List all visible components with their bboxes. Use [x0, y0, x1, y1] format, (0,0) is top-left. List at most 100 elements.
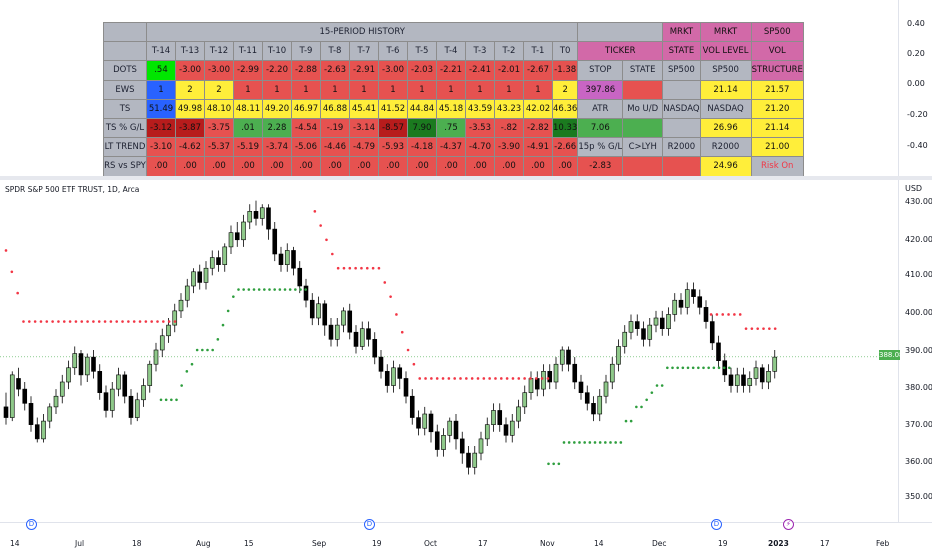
- summary-cell: [662, 156, 701, 177]
- candle: [678, 293, 684, 315]
- indicator-price-axis[interactable]: 0.40 0.20 0.00 -0.20 -0.40: [898, 0, 932, 176]
- upper-stop-dot: [744, 327, 748, 330]
- lower-stop-dot: [206, 348, 209, 352]
- history-cell: 49.20: [262, 98, 292, 119]
- column-header: T-7: [349, 41, 379, 62]
- history-cell: 48.10: [204, 98, 234, 119]
- column-header: T-9: [291, 41, 321, 62]
- history-cell: -4.37: [436, 137, 466, 158]
- lower-stop-dot: [650, 391, 654, 394]
- history-cell: -2.03: [407, 60, 437, 81]
- candle: [253, 200, 259, 226]
- lower-stop-dot: [686, 366, 690, 370]
- dividend-event-icon[interactable]: D: [364, 519, 375, 530]
- lower-stop-dot: [681, 366, 685, 370]
- dividend-event-icon[interactable]: D: [26, 519, 37, 530]
- history-cell: -4.18: [407, 137, 437, 158]
- time-axis-tick: Nov: [540, 539, 555, 548]
- upper-stop-dot: [529, 377, 532, 380]
- lower-stop-dot: [583, 441, 586, 444]
- history-cell: 7.90: [407, 117, 437, 139]
- candle: [228, 225, 234, 254]
- history-cell: -4.91: [523, 137, 553, 158]
- corner-cell: [103, 41, 147, 62]
- price-chart[interactable]: [0, 180, 898, 522]
- lower-stop-dot: [216, 338, 220, 341]
- history-cell: .00: [262, 156, 292, 177]
- time-axis[interactable]: 14 Jul 18 Aug 15 Sep 19 Oct 17 Nov 14 Dec 19 2023 17 Fe…: [0, 522, 932, 550]
- chart-legend[interactable]: SPDR S&P 500 ETF TRUST, 1D, Arca: [5, 185, 139, 194]
- upper-stop-dot: [715, 313, 719, 316]
- column-header: T-6: [378, 41, 408, 62]
- history-cell: 1: [320, 79, 350, 100]
- indicator-pane[interactable]: 15-PERIOD HISTORY MRKT MRKT SP500 T-14 T-13 T-…: [0, 0, 898, 177]
- history-cell: 45.18: [436, 98, 466, 119]
- candle: [647, 318, 653, 347]
- candle: [347, 303, 353, 340]
- upper-stop-dot: [138, 320, 142, 323]
- upper-stop-dot: [476, 377, 480, 380]
- lower-stop-dot: [640, 405, 643, 409]
- candle: [391, 360, 396, 393]
- symbol-description[interactable]: SPDR S&P 500 ETF TRUST, 1D, Arca: [5, 185, 140, 194]
- history-cell: 48.11: [233, 98, 263, 119]
- candle: [597, 389, 603, 422]
- upper-stop-dot: [365, 266, 369, 270]
- history-cell: -2.21: [436, 60, 466, 81]
- dividend-event-icon[interactable]: D: [711, 519, 722, 530]
- upper-stop-dot: [39, 320, 43, 323]
- history-cell: 44.84: [407, 98, 437, 119]
- candle: [528, 371, 534, 400]
- lower-stop-dot: [588, 441, 592, 444]
- history-cell: 43.59: [465, 98, 495, 119]
- lower-stop-dot: [614, 441, 617, 444]
- candle: [491, 403, 496, 432]
- lower-stop-dot: [247, 288, 251, 291]
- upper-stop-dot: [453, 377, 456, 380]
- history-cell: 1: [378, 79, 408, 100]
- upper-stop-dot: [331, 252, 334, 256]
- lower-stop-dot: [252, 288, 256, 291]
- candle: [353, 325, 359, 354]
- candle: [653, 310, 659, 333]
- candle: [109, 382, 115, 418]
- candle: [691, 282, 696, 304]
- history-cell: 1: [233, 79, 263, 100]
- candle: [222, 243, 228, 272]
- history-cell: -3.75: [204, 117, 234, 139]
- pane-separator[interactable]: [0, 176, 932, 180]
- history-cell: -2.67: [523, 60, 553, 81]
- history-cell: 49.98: [175, 98, 205, 119]
- upper-stop-dot: [121, 320, 124, 323]
- indicator-axis-tick: -0.40: [907, 141, 928, 150]
- upper-stop-dot: [173, 320, 177, 323]
- column-header: T-13: [175, 41, 205, 62]
- upper-stop-dot: [738, 313, 742, 316]
- history-header: 15-PERIOD HISTORY: [145, 21, 579, 43]
- time-axis-tick: Feb: [876, 539, 890, 548]
- history-cell: 46.97: [291, 98, 321, 119]
- upper-stop-dot: [150, 320, 153, 323]
- candle: [53, 389, 59, 414]
- history-cell: 1: [407, 79, 437, 100]
- candle: [484, 417, 490, 446]
- candle: [247, 204, 253, 230]
- history-cell: .00: [291, 156, 321, 177]
- upper-stop-dot: [389, 295, 392, 298]
- history-cell: -2.99: [233, 60, 263, 81]
- candle: [534, 371, 540, 397]
- earnings-event-icon[interactable]: ⚡: [783, 519, 794, 530]
- upper-stop-dot: [80, 320, 84, 323]
- candle: [666, 307, 671, 336]
- candle: [772, 350, 778, 379]
- upper-stop-dot: [45, 320, 49, 323]
- history-cell: 1: [146, 79, 176, 100]
- lower-stop-dot: [697, 366, 700, 370]
- history-cell: -1.38: [551, 60, 579, 81]
- upper-stop-dot: [167, 320, 171, 323]
- lower-stop-dot: [175, 398, 178, 402]
- price-axis-tick: 360.00: [905, 457, 932, 466]
- upper-stop-dot: [430, 377, 433, 380]
- candle: [672, 293, 678, 322]
- candle: [541, 364, 546, 397]
